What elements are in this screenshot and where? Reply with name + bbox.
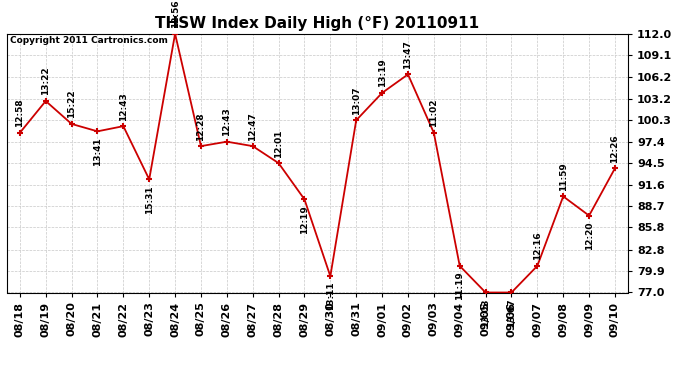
- Text: 12:43: 12:43: [119, 92, 128, 121]
- Text: 13:11: 13:11: [326, 282, 335, 310]
- Text: 12:16: 12:16: [533, 232, 542, 260]
- Text: 13:07: 13:07: [507, 298, 516, 327]
- Text: 13:07: 13:07: [352, 86, 361, 115]
- Text: 13:03: 13:03: [481, 298, 490, 327]
- Text: 15:31: 15:31: [145, 185, 154, 214]
- Text: 12:47: 12:47: [248, 112, 257, 141]
- Text: 12:20: 12:20: [584, 221, 593, 250]
- Text: 13:19: 13:19: [377, 58, 386, 87]
- Text: 13:41: 13:41: [93, 137, 102, 166]
- Text: 12:28: 12:28: [197, 112, 206, 141]
- Text: 11:19: 11:19: [455, 272, 464, 300]
- Text: Copyright 2011 Cartronics.com: Copyright 2011 Cartronics.com: [10, 36, 168, 45]
- Text: 12:26: 12:26: [611, 134, 620, 163]
- Text: 11:59: 11:59: [559, 162, 568, 191]
- Text: 12:01: 12:01: [274, 129, 283, 158]
- Title: THSW Index Daily High (°F) 20110911: THSW Index Daily High (°F) 20110911: [155, 16, 480, 31]
- Text: 11:02: 11:02: [429, 99, 438, 127]
- Text: 12:56: 12:56: [170, 0, 179, 28]
- Text: 15:22: 15:22: [67, 90, 76, 118]
- Text: 12:19: 12:19: [300, 205, 309, 234]
- Text: 12:58: 12:58: [15, 99, 24, 127]
- Text: 13:47: 13:47: [404, 40, 413, 69]
- Text: 13:22: 13:22: [41, 67, 50, 96]
- Text: 12:43: 12:43: [222, 107, 231, 136]
